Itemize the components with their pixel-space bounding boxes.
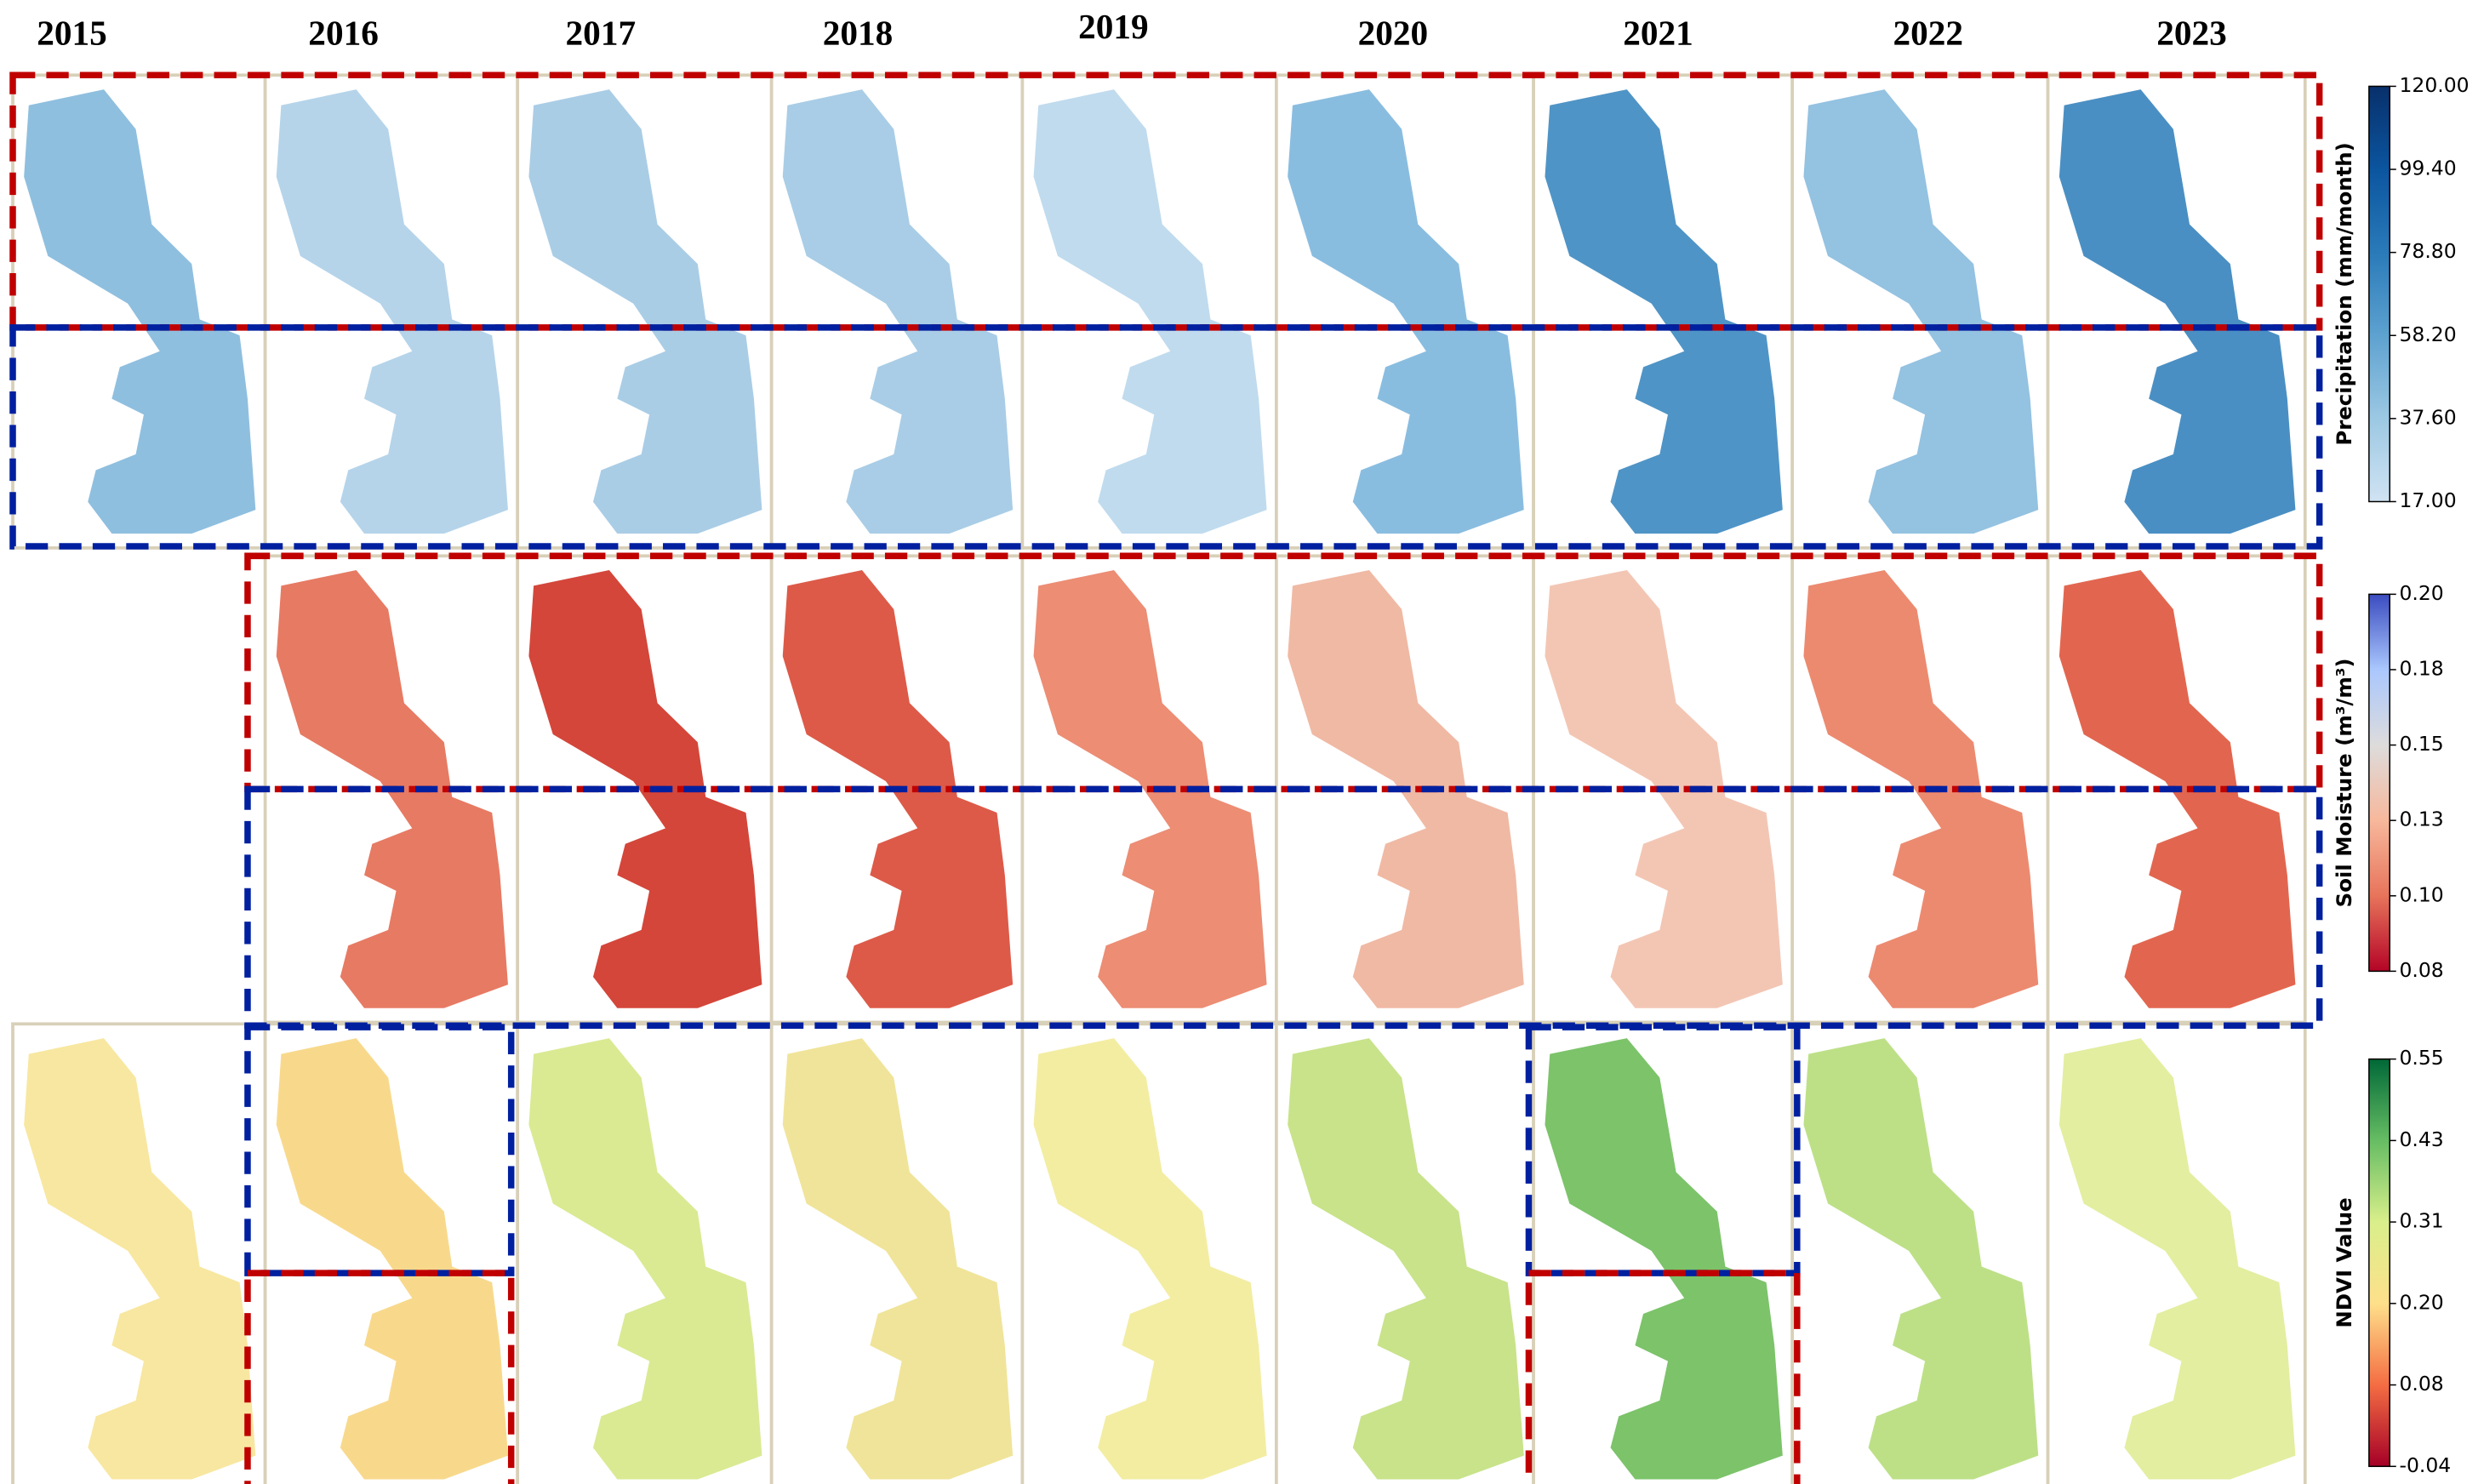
colorbar bbox=[2369, 594, 2390, 971]
colorbar-tick-label: 0.15 bbox=[2400, 732, 2444, 756]
colorbar-label: Precipitation (mm/month) bbox=[2332, 142, 2356, 445]
year-label: 2021 bbox=[1623, 14, 1693, 53]
page: {"years": ["2015", "2016", "2017", "2018… bbox=[0, 0, 2484, 1484]
year-label: 2022 bbox=[1893, 14, 1963, 53]
colorbar-label: NDVI Value bbox=[2332, 1197, 2356, 1327]
colorbar-tick-label: 37.60 bbox=[2400, 405, 2457, 429]
year-label: 2015 bbox=[37, 14, 107, 53]
year-label: 2019 bbox=[1078, 7, 1149, 46]
year-label: 2020 bbox=[1358, 14, 1429, 53]
colorbar-tick-label: 0.08 bbox=[2400, 1372, 2444, 1396]
colorbar-tick-label: 0.20 bbox=[2400, 1290, 2444, 1314]
colorbar-tick-label: 0.20 bbox=[2400, 581, 2444, 605]
colorbar-tick-label: 0.13 bbox=[2400, 808, 2444, 831]
colorbar bbox=[2369, 1059, 2390, 1467]
colorbar-tick-label: 0.55 bbox=[2400, 1046, 2444, 1070]
colorbar-tick-label: 0.18 bbox=[2400, 656, 2444, 680]
colorbar-tick-label: 0.43 bbox=[2400, 1127, 2444, 1151]
colorbar-tick-label: 78.80 bbox=[2400, 239, 2457, 263]
year-label: 2016 bbox=[308, 14, 379, 53]
colorbar-tick-label: 0.31 bbox=[2400, 1209, 2444, 1233]
year-label: 2023 bbox=[2156, 14, 2227, 53]
colorbar-tick-label: 120.00 bbox=[2400, 73, 2470, 97]
colorbar-label: Soil Moisture (m³/m³) bbox=[2332, 658, 2356, 907]
figure: 2015 2016 2017 2018 2019 2020 2021 2022 2023 120.… bbox=[0, 0, 2484, 1484]
year-label: 2017 bbox=[566, 14, 637, 53]
colorbar-tick-label: 0.10 bbox=[2400, 882, 2444, 906]
colorbar-tick-label: 99.40 bbox=[2400, 157, 2457, 180]
colorbar-tick-label: -0.04 bbox=[2400, 1453, 2452, 1477]
colorbar-tick-label: 17.00 bbox=[2400, 488, 2457, 512]
colorbar-tick-label: 0.08 bbox=[2400, 958, 2444, 982]
colorbar-tick-label: 58.20 bbox=[2400, 322, 2457, 346]
year-label: 2018 bbox=[823, 14, 894, 53]
colorbar bbox=[2369, 86, 2390, 501]
